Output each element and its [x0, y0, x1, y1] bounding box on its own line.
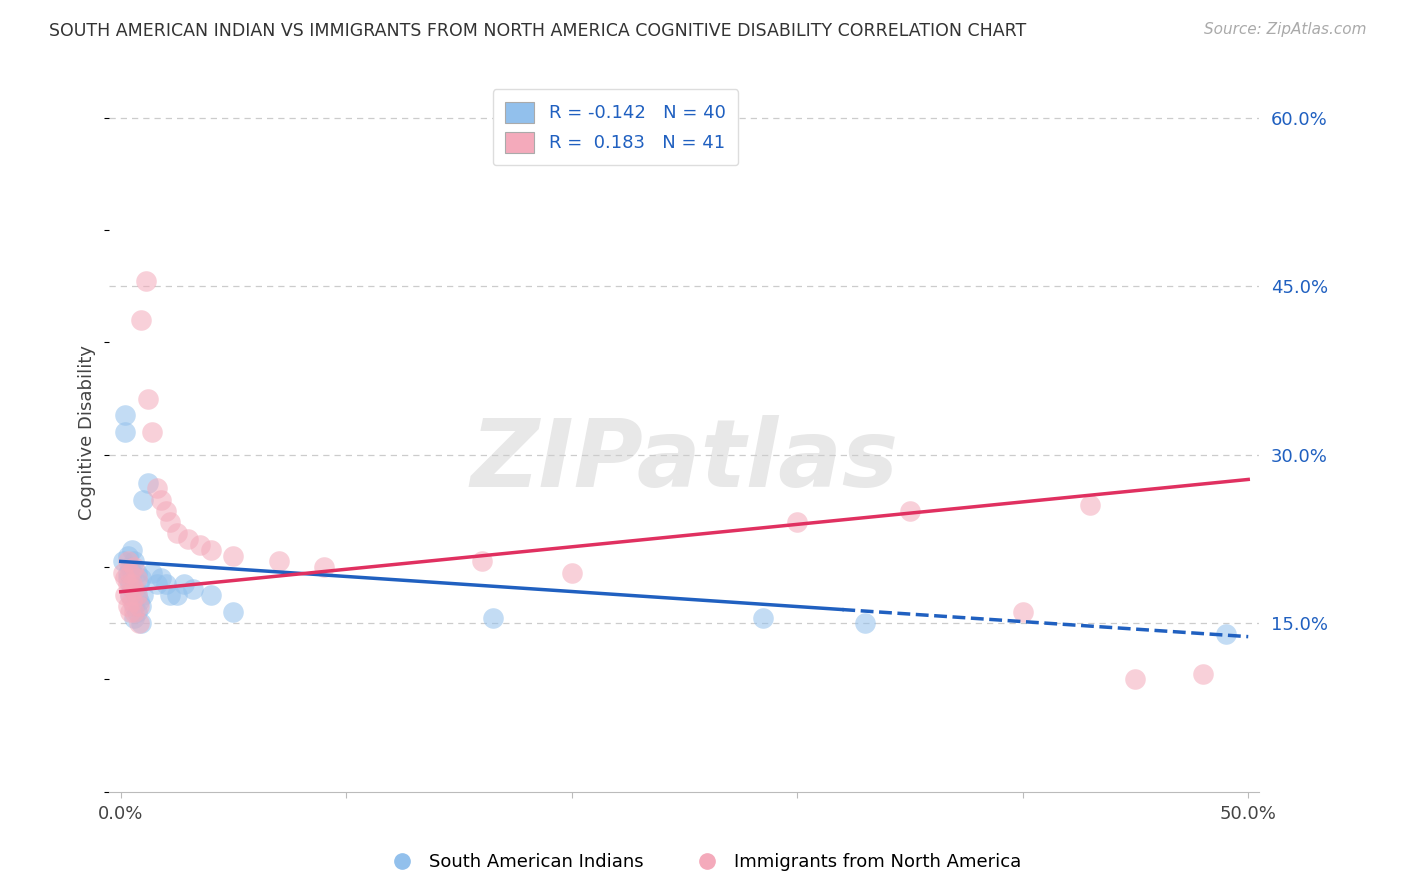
Point — [177, 532, 200, 546]
Point — [267, 554, 290, 568]
Point — [853, 616, 876, 631]
Point — [129, 313, 152, 327]
Point — [117, 554, 139, 568]
Point — [121, 577, 143, 591]
Point — [128, 577, 150, 591]
Point — [470, 554, 492, 568]
Point — [135, 274, 157, 288]
Point — [118, 588, 141, 602]
Point — [1080, 498, 1102, 512]
Point — [117, 599, 139, 614]
Point — [122, 599, 145, 614]
Point — [1215, 627, 1237, 641]
Point — [122, 605, 145, 619]
Point — [117, 577, 139, 591]
Point — [121, 543, 143, 558]
Point — [114, 409, 136, 423]
Point — [114, 425, 136, 440]
Point — [122, 560, 145, 574]
Point — [118, 588, 141, 602]
Point — [1011, 605, 1033, 619]
Point — [125, 605, 148, 619]
Point — [118, 560, 141, 574]
Point — [129, 616, 152, 631]
Point — [111, 554, 134, 568]
Point — [118, 566, 141, 580]
Point — [129, 599, 152, 614]
Point — [111, 566, 134, 580]
Point — [150, 571, 173, 585]
Point — [312, 560, 335, 574]
Point — [222, 549, 245, 563]
Point — [128, 593, 150, 607]
Point — [1192, 666, 1215, 681]
Point — [200, 588, 222, 602]
Point — [155, 504, 177, 518]
Point — [129, 571, 152, 585]
Point — [122, 610, 145, 624]
Point — [1125, 673, 1147, 687]
Point — [146, 482, 169, 496]
Point — [117, 571, 139, 585]
Point — [141, 566, 163, 580]
Point — [561, 566, 583, 580]
Point — [136, 475, 159, 490]
Point — [118, 605, 141, 619]
Point — [125, 566, 148, 580]
Point — [146, 577, 169, 591]
Point — [752, 610, 775, 624]
Point — [786, 515, 808, 529]
Point — [132, 588, 155, 602]
Point — [136, 392, 159, 406]
Y-axis label: Cognitive Disability: Cognitive Disability — [79, 345, 96, 520]
Point — [173, 577, 195, 591]
Point — [114, 588, 136, 602]
Text: SOUTH AMERICAN INDIAN VS IMMIGRANTS FROM NORTH AMERICA COGNITIVE DISABILITY CORR: SOUTH AMERICAN INDIAN VS IMMIGRANTS FROM… — [49, 22, 1026, 40]
Legend: South American Indians, Immigrants from North America: South American Indians, Immigrants from … — [377, 847, 1029, 879]
Point — [121, 566, 143, 580]
Point — [132, 492, 155, 507]
Point — [159, 588, 181, 602]
Point — [121, 582, 143, 597]
Legend: R = -0.142   N = 40, R =  0.183   N = 41: R = -0.142 N = 40, R = 0.183 N = 41 — [492, 89, 738, 165]
Point — [898, 504, 921, 518]
Point — [122, 554, 145, 568]
Point — [128, 616, 150, 631]
Point — [155, 577, 177, 591]
Text: ZIPatlas: ZIPatlas — [471, 415, 898, 507]
Point — [117, 549, 139, 563]
Point — [128, 599, 150, 614]
Point — [118, 577, 141, 591]
Point — [125, 588, 148, 602]
Point — [166, 526, 188, 541]
Point — [222, 605, 245, 619]
Point — [482, 610, 505, 624]
Point — [188, 538, 211, 552]
Point — [122, 582, 145, 597]
Text: Source: ZipAtlas.com: Source: ZipAtlas.com — [1204, 22, 1367, 37]
Point — [141, 425, 163, 440]
Point — [181, 582, 204, 597]
Point — [150, 492, 173, 507]
Point — [159, 515, 181, 529]
Point — [114, 571, 136, 585]
Point — [121, 593, 143, 607]
Point — [200, 543, 222, 558]
Point — [117, 566, 139, 580]
Point — [125, 571, 148, 585]
Point — [125, 588, 148, 602]
Point — [166, 588, 188, 602]
